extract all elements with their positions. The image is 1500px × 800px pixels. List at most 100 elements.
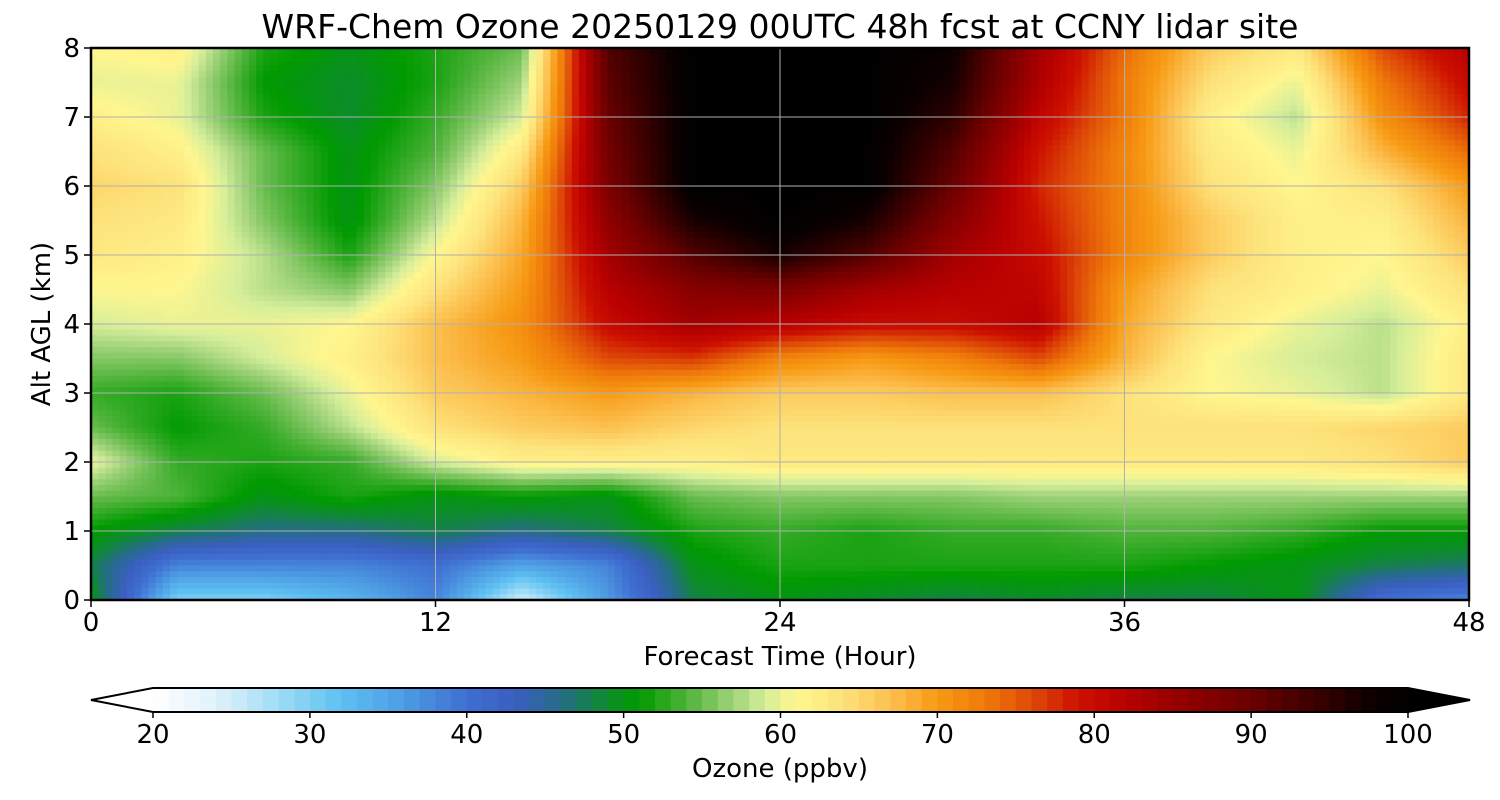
heatmap-cell xyxy=(1311,180,1319,187)
heatmap-cell xyxy=(478,134,487,141)
heatmap-cell xyxy=(299,82,307,89)
heatmap-cell xyxy=(306,186,315,193)
heatmap-cell xyxy=(980,174,989,181)
heatmap-cell xyxy=(1210,111,1219,118)
heatmap-cell xyxy=(1318,163,1327,170)
heatmap-cell xyxy=(1361,145,1370,153)
heatmap-cell xyxy=(1052,65,1061,72)
heatmap-cell xyxy=(112,180,121,187)
heatmap-cell xyxy=(284,157,293,164)
heatmap-cell xyxy=(1203,145,1212,153)
heatmap-cell xyxy=(241,180,250,187)
heatmap-cell xyxy=(1038,88,1047,95)
heatmap-cell xyxy=(1131,111,1140,118)
heatmap-cell xyxy=(866,99,874,107)
heatmap-cell xyxy=(1260,191,1269,199)
heatmap-cell xyxy=(701,65,709,72)
heatmap-cell xyxy=(744,59,752,66)
heatmap-cell xyxy=(686,191,695,199)
heatmap-cell xyxy=(191,65,200,72)
heatmap-cell xyxy=(823,168,831,176)
heatmap-cell xyxy=(1009,53,1018,61)
heatmap-cell xyxy=(507,88,516,95)
heatmap-cell xyxy=(313,122,322,130)
heatmap-cell xyxy=(564,168,573,176)
heatmap-cell xyxy=(780,53,788,61)
heatmap-cell xyxy=(923,174,932,181)
heatmap-cell xyxy=(966,140,975,147)
heatmap-cell xyxy=(471,145,480,153)
heatmap-cell xyxy=(1289,71,1298,78)
heatmap-cell xyxy=(679,180,688,187)
heatmap-cell xyxy=(485,151,494,158)
heatmap-cell xyxy=(507,99,516,107)
heatmap-cell xyxy=(1325,186,1334,193)
heatmap-cell xyxy=(1311,59,1319,66)
heatmap-cell xyxy=(1038,134,1047,141)
heatmap-cell xyxy=(622,117,630,124)
heatmap-cell xyxy=(1361,128,1370,135)
heatmap-cell xyxy=(1296,134,1305,141)
heatmap-cell xyxy=(1447,168,1456,176)
heatmap-cell xyxy=(1339,76,1348,84)
heatmap-cell xyxy=(442,111,451,118)
heatmap-cell xyxy=(413,140,422,147)
heatmap-cell xyxy=(198,174,207,181)
heatmap-cell xyxy=(679,191,688,199)
heatmap-cell xyxy=(428,99,437,107)
heatmap-cell xyxy=(234,145,243,153)
heatmap-cell xyxy=(421,76,429,84)
heatmap-cell xyxy=(428,163,437,170)
heatmap-cell xyxy=(1002,151,1011,158)
heatmap-cell xyxy=(765,180,774,187)
heatmap-cell xyxy=(1303,111,1312,118)
heatmap-cell xyxy=(313,88,322,95)
heatmap-cell xyxy=(220,111,228,118)
heatmap-cell xyxy=(385,59,394,66)
heatmap-cell xyxy=(1368,94,1377,101)
heatmap-cell xyxy=(665,140,673,147)
heatmap-cell xyxy=(213,117,221,124)
heatmap-cell xyxy=(507,48,516,55)
heatmap-cell xyxy=(91,186,99,193)
heatmap-cell xyxy=(1454,191,1463,199)
heatmap-cell xyxy=(686,180,695,187)
heatmap-cell xyxy=(894,174,903,181)
heatmap-cell xyxy=(198,168,207,176)
heatmap-cell xyxy=(1425,71,1434,78)
heatmap-cell xyxy=(801,140,810,147)
heatmap-cell xyxy=(1375,140,1384,147)
heatmap-cell xyxy=(1067,134,1075,141)
heatmap-cell xyxy=(1045,111,1054,118)
heatmap-cell xyxy=(471,122,480,130)
heatmap-cell xyxy=(270,168,279,176)
heatmap-cell xyxy=(1203,163,1212,170)
heatmap-cell xyxy=(1102,105,1111,112)
heatmap-cell xyxy=(1311,111,1319,118)
heatmap-cell xyxy=(1081,59,1090,66)
heatmap-cell xyxy=(557,163,566,170)
heatmap-cell xyxy=(1404,76,1413,84)
heatmap-cell xyxy=(248,65,257,72)
heatmap-cell xyxy=(744,157,752,164)
heatmap-cell xyxy=(880,122,889,130)
heatmap-cell xyxy=(1390,99,1398,107)
heatmap-cell xyxy=(356,122,365,130)
heatmap-cell xyxy=(1303,145,1312,153)
heatmap-cell xyxy=(1024,134,1032,141)
heatmap-cell xyxy=(349,191,358,199)
heatmap-cell xyxy=(665,145,673,153)
heatmap-cell xyxy=(780,88,788,95)
heatmap-cell xyxy=(708,140,717,147)
heatmap-cell xyxy=(1102,145,1111,153)
heatmap-cell xyxy=(1196,88,1205,95)
heatmap-cell xyxy=(600,88,609,95)
heatmap-cell xyxy=(306,99,315,107)
heatmap-cell xyxy=(478,128,487,135)
heatmap-cell xyxy=(880,111,889,118)
heatmap-cell xyxy=(586,191,594,199)
heatmap-cell xyxy=(758,105,767,112)
heatmap-cell xyxy=(155,134,164,141)
heatmap-cell xyxy=(370,99,379,107)
heatmap-cell xyxy=(1009,145,1018,153)
